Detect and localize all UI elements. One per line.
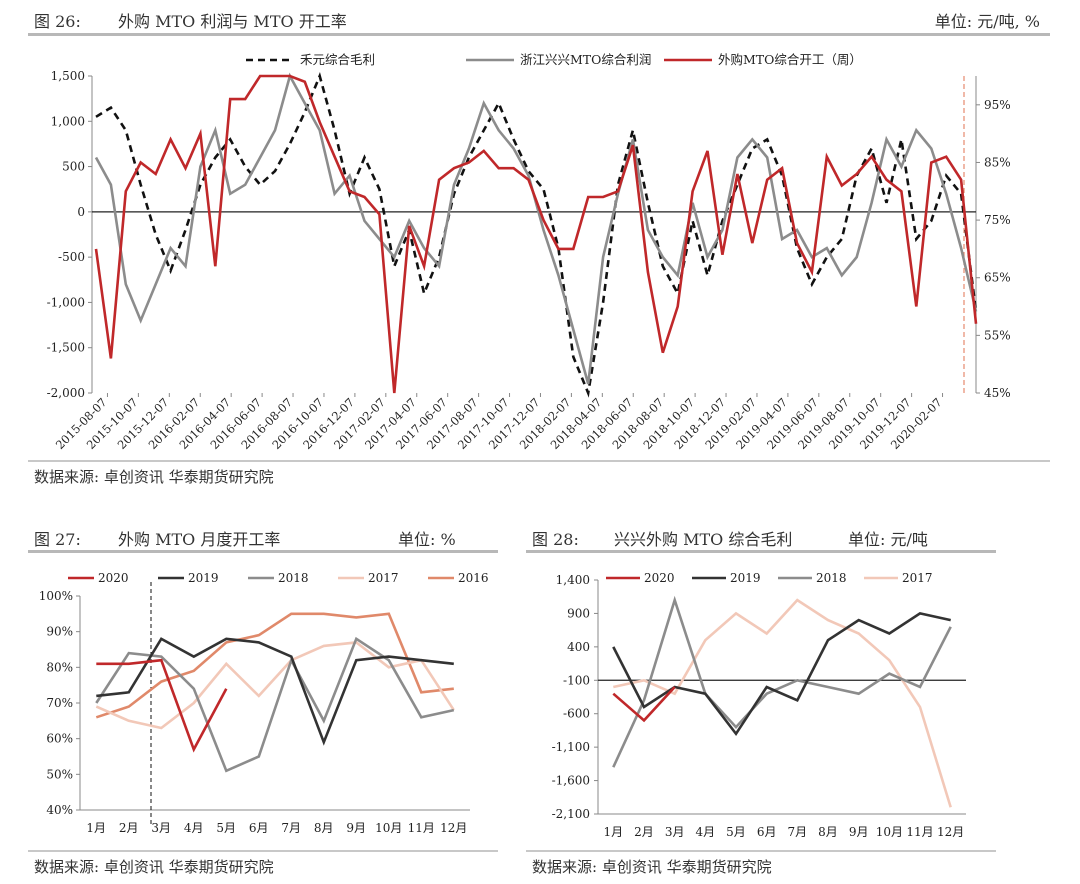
y-right-tick-label: 65% [984, 271, 1011, 285]
x-tick-label: 8月 [314, 821, 334, 835]
x-tick-label: 7月 [788, 825, 808, 839]
fig28-source: 数据来源: 卓创资讯 华泰期货研究院 [532, 858, 772, 876]
series-line [95, 612, 454, 719]
y-tick-label: -2,100 [552, 807, 590, 821]
y-left-tick-label: -2,000 [47, 386, 85, 400]
x-tick-label: 10月 [876, 825, 903, 839]
y-tick-label: 50% [46, 767, 73, 781]
series-line [96, 637, 454, 746]
legend-label: 2017 [368, 571, 399, 585]
legend-label: 2018 [816, 571, 847, 585]
y-left-tick-label: 1,500 [51, 69, 85, 83]
x-tick-label: 5月 [726, 825, 746, 839]
y-tick-label: 90% [46, 625, 73, 639]
fig26-source: 数据来源: 卓创资讯 华泰期货研究院 [34, 468, 274, 486]
y-tick-label: 1,400 [556, 573, 590, 587]
fig28-title: 兴兴外购 MTO 综合毛利 [614, 530, 793, 549]
fig26-unit: 单位: 元/吨, % [934, 12, 1040, 31]
fig28-title-number: 图 28: [532, 530, 579, 549]
y-tick-label: 100% [39, 589, 73, 603]
series-line [95, 71, 978, 398]
x-tick-label: 9月 [849, 825, 869, 839]
fig27-title-number: 图 27: [34, 530, 81, 549]
y-tick-label: 900 [567, 606, 590, 620]
fig28-unit: 单位: 元/吨 [848, 530, 928, 549]
fig28-top-rule [526, 550, 996, 553]
fig26-top-rule [28, 33, 1050, 36]
x-tick-label: 12月 [440, 821, 467, 835]
legend-label: 2018 [278, 571, 309, 585]
series-line [612, 612, 951, 737]
y-left-tick-label: 500 [62, 160, 85, 174]
x-tick-label: 1月 [604, 825, 624, 839]
y-right-tick-label: 75% [984, 213, 1011, 227]
y-tick-label: -1,100 [552, 740, 590, 754]
x-tick-label: 7月 [281, 821, 301, 835]
y-tick-label: -1,600 [552, 774, 590, 788]
series-line [94, 74, 978, 394]
x-tick-label: 12月 [937, 825, 964, 839]
y-right-tick-label: 95% [984, 98, 1011, 112]
legend-label: 2020 [644, 571, 675, 585]
legend-label: 2017 [902, 571, 933, 585]
x-tick-label: 6月 [249, 821, 269, 835]
fig26-bottom-rule [28, 460, 1050, 462]
y-left-tick-label: -500 [58, 250, 85, 264]
y-right-tick-label: 45% [984, 386, 1011, 400]
y-tick-label: 60% [46, 732, 73, 746]
x-tick-label: 9月 [346, 821, 366, 835]
fig27-title: 外购 MTO 月度开工率 [118, 530, 281, 549]
fig26-title: 外购 MTO 利润与 MTO 开工率 [118, 12, 347, 31]
x-tick-label: 11月 [408, 821, 435, 835]
fig26-title-number: 图 26: [34, 12, 81, 31]
x-tick-label: 11月 [906, 825, 933, 839]
x-tick-label: 1月 [86, 821, 106, 835]
series-line [96, 658, 228, 753]
series-line [612, 595, 952, 768]
fig27-chart: 100% 90% 80% 70% 60% 50% 40% 1月 2月 3月 4月 5月 6月 7月 8月 9月… [39, 571, 489, 835]
fig28-chart: 1,400 900 400 -100 -600 -1,100 -1,600 -2,100 1月 2… [552, 571, 966, 839]
fig28-bottom-rule [526, 850, 996, 852]
y-tick-label: 70% [46, 696, 73, 710]
y-tick-label: 400 [567, 640, 590, 654]
fig27-source: 数据来源: 卓创资讯 华泰期货研究院 [34, 858, 274, 876]
series-line [95, 636, 455, 773]
y-left-tick-label: -1,000 [47, 295, 85, 309]
y-left-tick-label: -1,500 [47, 341, 85, 355]
x-tick-label: 8月 [818, 825, 838, 839]
legend-label: 2016 [458, 571, 489, 585]
x-tick-label: 2月 [634, 825, 654, 839]
x-tick-label: 4月 [184, 821, 204, 835]
x-tick-label: 3月 [151, 821, 171, 835]
y-tick-label: 80% [46, 660, 73, 674]
fig27-unit: 单位: % [398, 530, 456, 549]
x-tick-label: 10月 [375, 821, 402, 835]
series-line [95, 641, 455, 730]
x-tick-label: 5月 [216, 821, 236, 835]
y-tick-label: 40% [46, 803, 73, 817]
legend-label: 2019 [730, 571, 761, 585]
y-left-tick-label: 1,000 [51, 114, 85, 128]
x-tick-label: 3月 [665, 825, 685, 839]
y-right-tick-label: 55% [984, 328, 1011, 342]
fig27-top-rule [28, 550, 498, 553]
legend-label: 2020 [98, 571, 129, 585]
legend-label: 外购MTO综合开工（周） [718, 52, 862, 67]
y-tick-label: -600 [563, 707, 590, 721]
x-tick-label: 6月 [757, 825, 777, 839]
series-line [612, 686, 676, 723]
legend-label: 浙江兴兴MTO综合利润 [520, 52, 651, 67]
x-tick-label: 4月 [696, 825, 716, 839]
fig27-bottom-rule [28, 850, 498, 852]
y-tick-label: -100 [563, 673, 590, 687]
y-left-tick-label: 0 [77, 205, 85, 219]
legend-label: 2019 [188, 571, 219, 585]
x-tick-label: 2月 [119, 821, 139, 835]
fig26-chart: 1,500 1,000 500 0 -500 -1,000 -1,500 -2,000 95% 8… [47, 52, 1011, 452]
y-right-tick-label: 85% [984, 155, 1011, 169]
legend-label: 禾元综合毛利 [300, 52, 375, 67]
